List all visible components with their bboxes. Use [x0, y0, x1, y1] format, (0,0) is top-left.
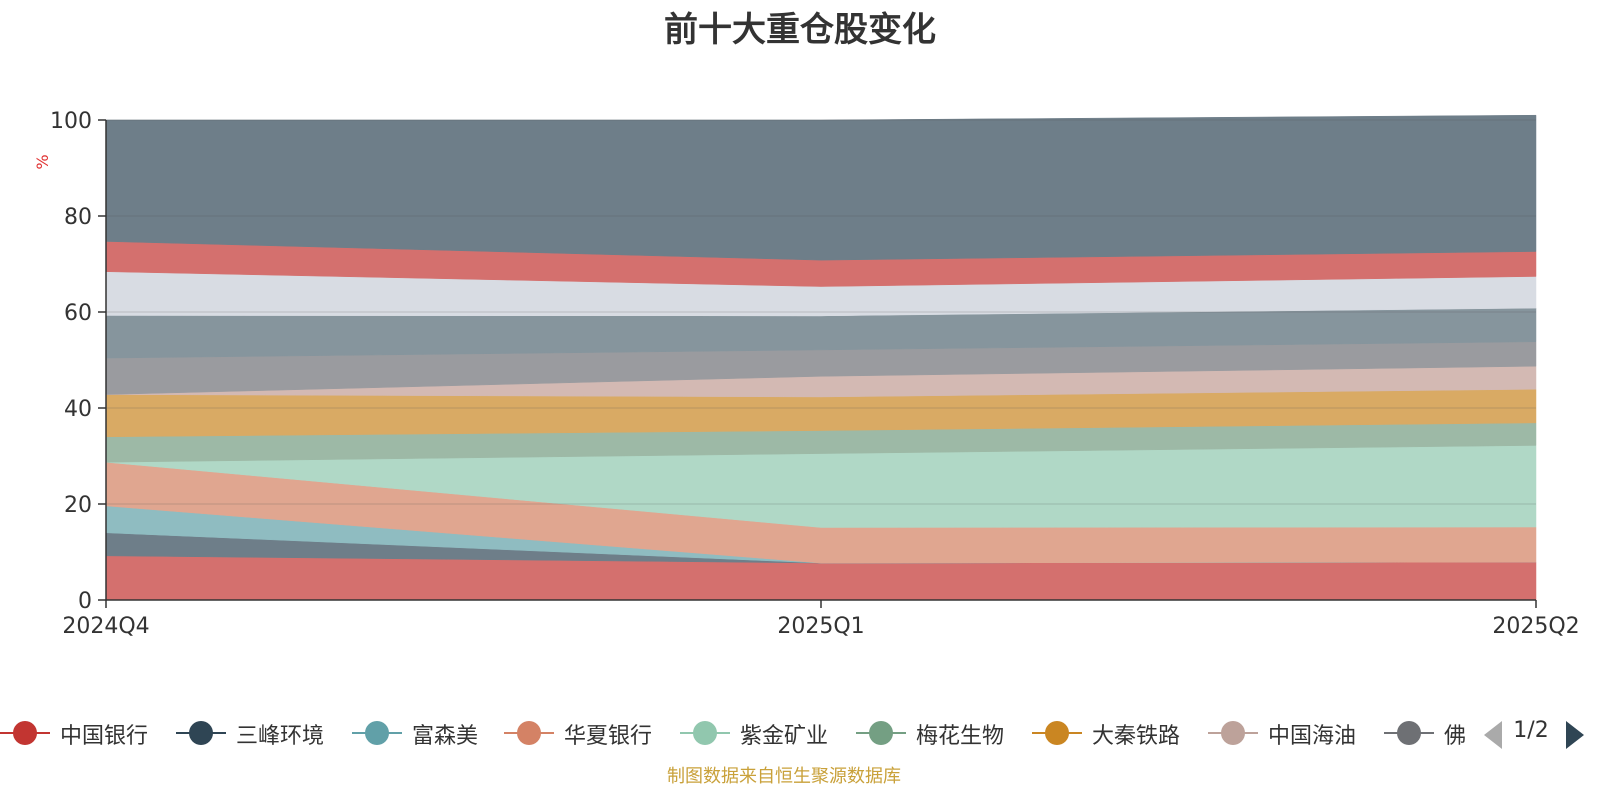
legend-item[interactable]: 中国银行 [0, 715, 176, 751]
legend-item[interactable]: 紫金矿业 [680, 715, 856, 751]
x-tick-label: 2024Q4 [62, 614, 149, 639]
y-axis-label: % [33, 154, 52, 169]
legend-next-page-button[interactable] [1566, 721, 1584, 749]
legend-label: 中国银行 [60, 724, 149, 749]
legend-item[interactable]: 中国海油 [1208, 715, 1384, 751]
x-tick-label: 2025Q1 [777, 614, 864, 639]
legend: 中国银行 三峰环境 富森美 华夏银行 紫金矿业 梅花生物 大秦铁路 中国海油 佛 [0, 715, 1482, 751]
legend-label: 富森美 [412, 724, 479, 749]
axes [98, 119, 1537, 608]
y-tick-labels: 0 20 40 60 80 100 [50, 109, 92, 614]
legend-circle-icon [1397, 721, 1421, 745]
y-tick-label: 60 [64, 301, 92, 326]
source-note: 制图数据来自恒生聚源数据库 [667, 766, 901, 787]
gridlines [106, 119, 1536, 505]
y-tick-label: 0 [78, 589, 92, 614]
legend-circle-icon [869, 721, 893, 745]
legend-circle-icon [365, 721, 389, 745]
legend-page-indicator: 1/2 [1513, 718, 1549, 743]
legend-item[interactable]: 富森美 [352, 715, 504, 751]
legend-label: 大秦铁路 [1092, 724, 1181, 749]
legend-circle-icon [693, 721, 717, 745]
legend-label: 紫金矿业 [740, 724, 829, 749]
area-series-group [105, 114, 1537, 601]
legend-item[interactable]: 大秦铁路 [1032, 715, 1208, 751]
chart-title: 前十大重仓股变化 [664, 10, 936, 50]
legend-prev-page-button[interactable] [1484, 721, 1502, 749]
area-series-14 [105, 114, 1537, 261]
x-tick-label: 2025Q2 [1492, 614, 1579, 639]
legend-label: 华夏银行 [564, 724, 653, 749]
legend-item[interactable]: 华夏银行 [504, 715, 680, 751]
legend-item[interactable]: 佛 [1384, 715, 1482, 751]
legend-label: 梅花生物 [916, 724, 1005, 749]
y-tick-label: 80 [64, 205, 92, 230]
y-tick-label: 40 [64, 397, 92, 422]
legend-pager: 1/2 [1484, 718, 1600, 754]
legend-circle-icon [1221, 721, 1245, 745]
y-tick-label: 20 [64, 493, 92, 518]
legend-circle-icon [13, 721, 37, 745]
legend-label: 佛 [1444, 724, 1467, 749]
legend-circle-icon [189, 721, 213, 745]
legend-circle-icon [517, 721, 541, 745]
legend-label: 中国海油 [1268, 724, 1357, 749]
legend-item[interactable]: 三峰环境 [176, 715, 352, 751]
legend-circle-icon [1045, 721, 1069, 745]
legend-label: 三峰环境 [236, 724, 325, 749]
y-tick-label: 100 [50, 109, 92, 134]
x-tick-labels: 2024Q4 2025Q1 2025Q2 [62, 614, 1579, 639]
legend-item[interactable]: 梅花生物 [856, 715, 1032, 751]
